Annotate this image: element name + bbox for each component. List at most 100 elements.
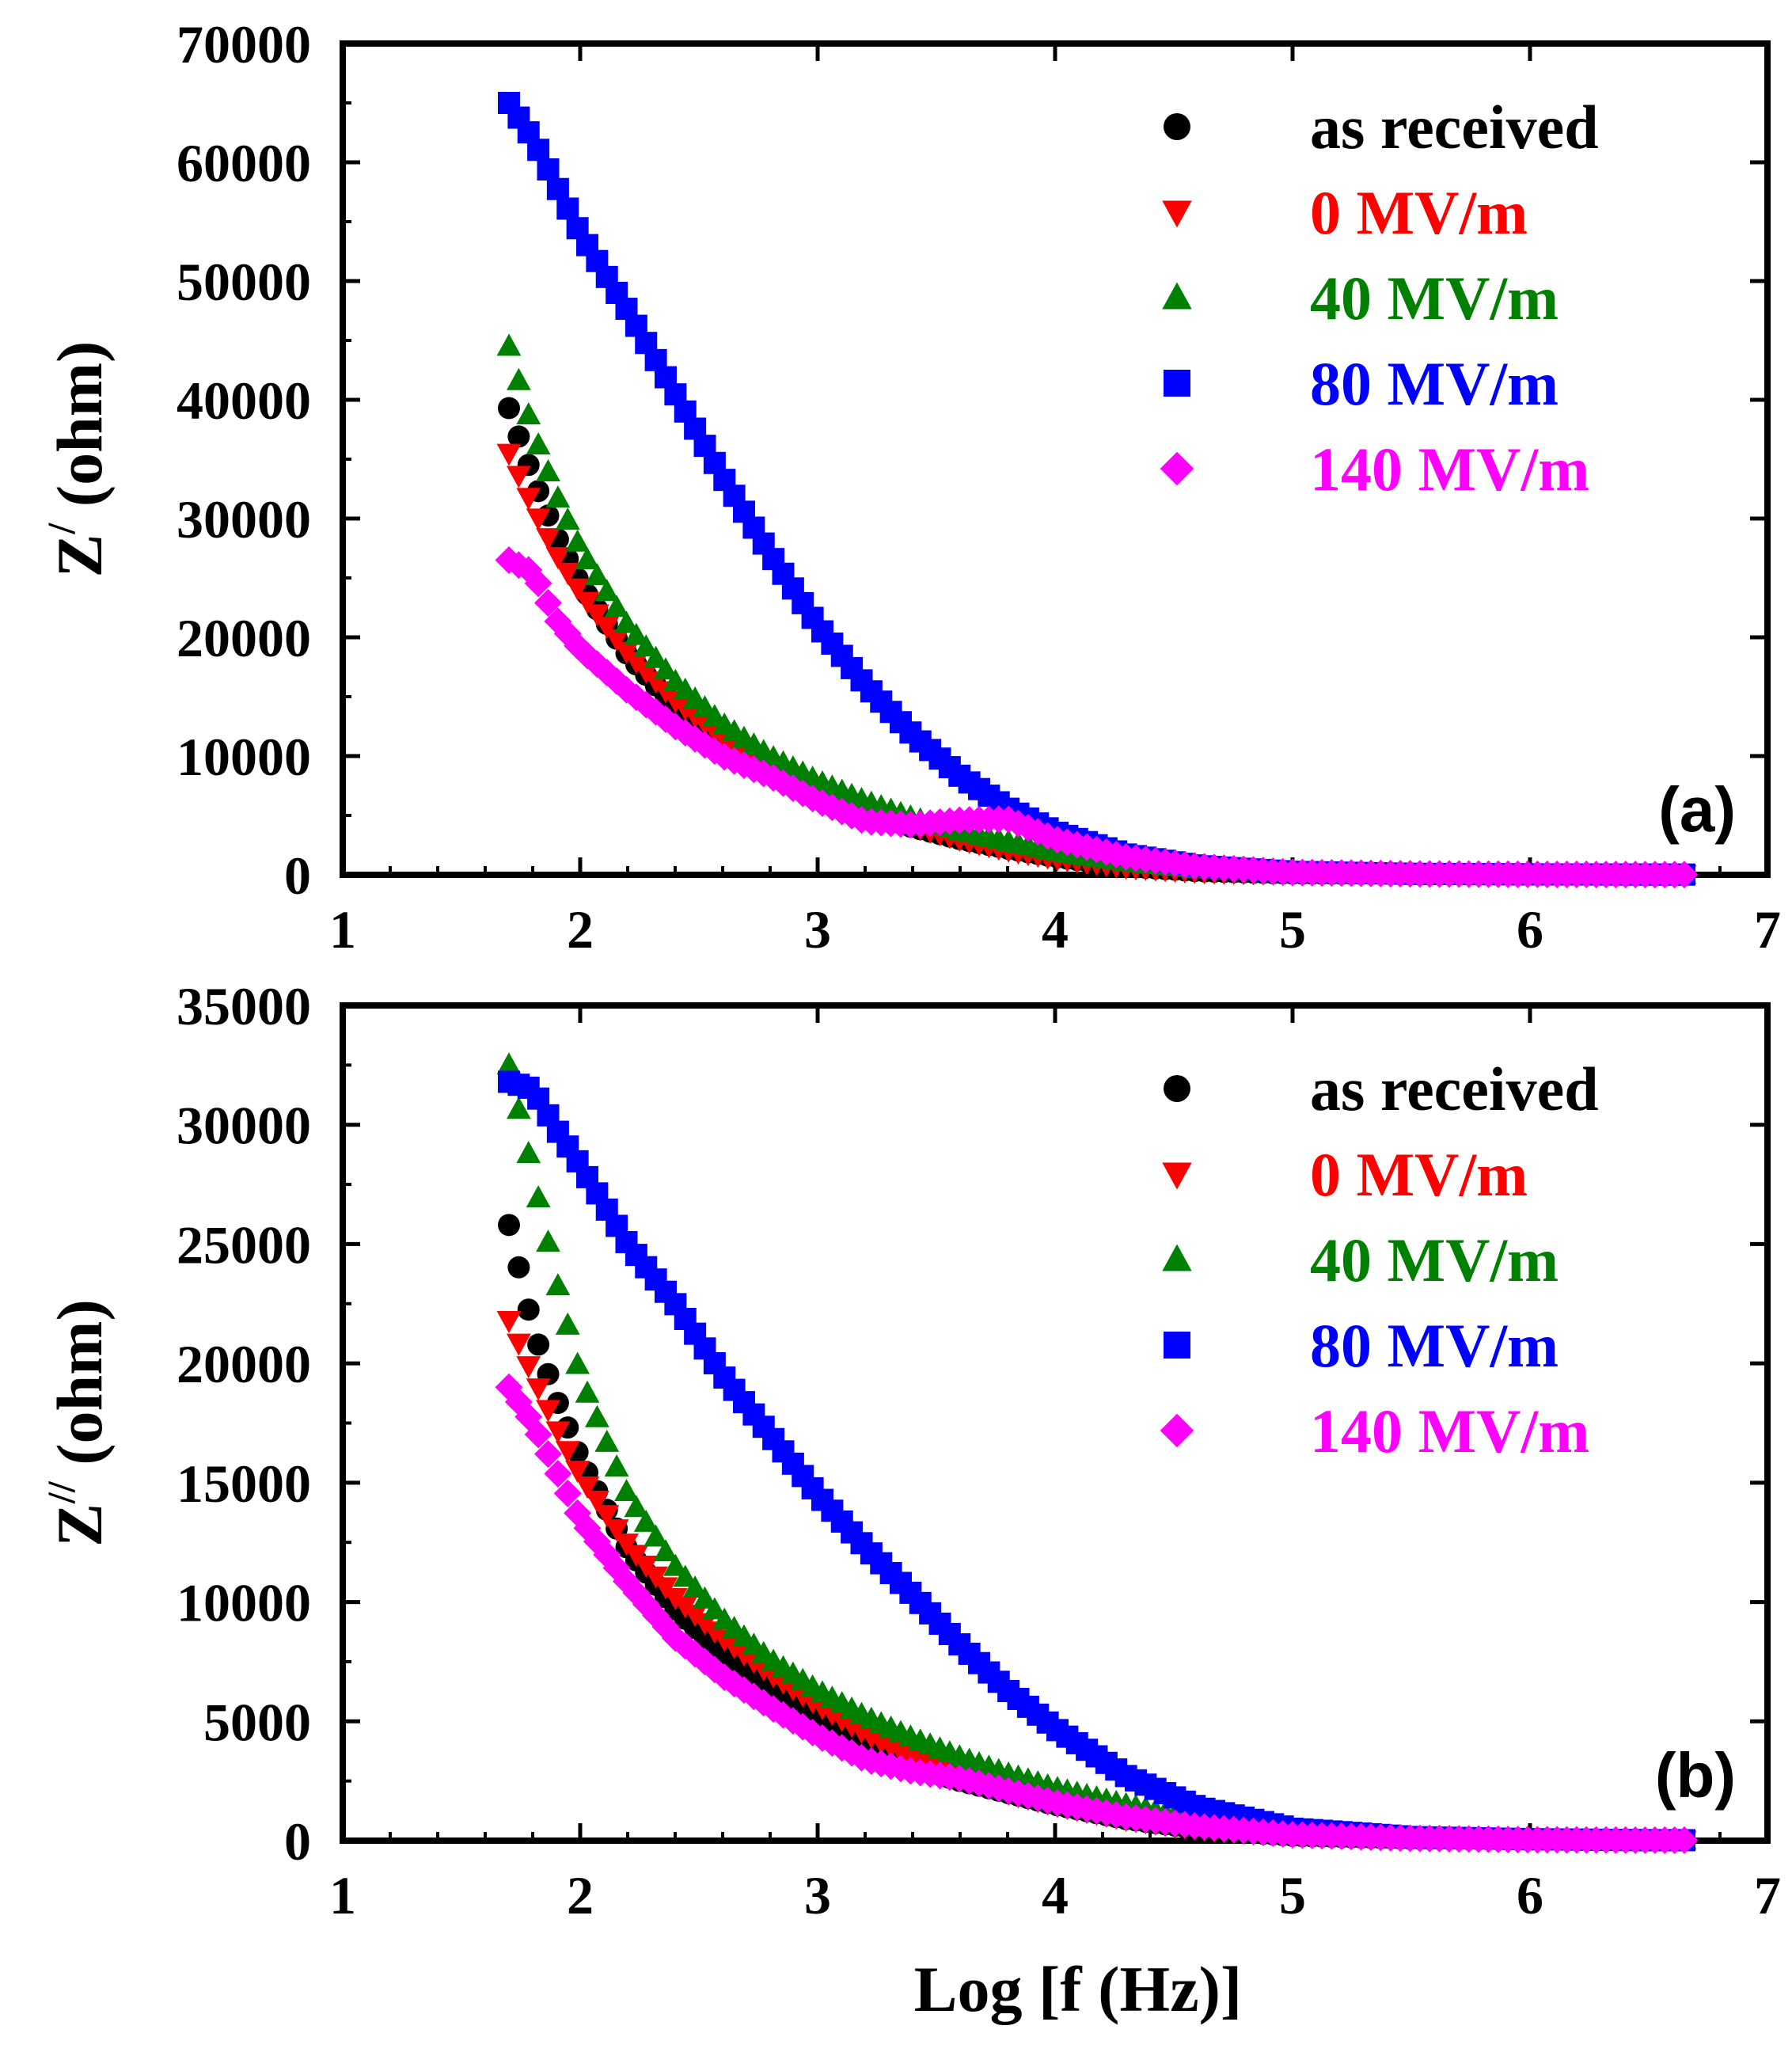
panel-b: 1 2 3 4 5 6 7 0 5000 10000 15000 20000 25000 30000 350… xyxy=(39,976,1781,1925)
legend-label: 0 MV/m xyxy=(1310,1140,1528,1209)
data-point xyxy=(565,578,590,601)
y-axis-title-unit: (ohm) xyxy=(44,1299,116,1481)
data-point xyxy=(506,367,531,390)
y-tick-label: 25000 xyxy=(177,1214,311,1275)
data-point xyxy=(555,507,580,530)
data-point xyxy=(653,1539,678,1562)
legend-item: 40 MV/m xyxy=(1162,1226,1559,1294)
data-point xyxy=(808,789,837,818)
data-point xyxy=(565,1461,590,1484)
data-point xyxy=(536,1400,560,1423)
x-axis-ticks: 1 2 3 4 5 6 7 xyxy=(329,1005,1781,1925)
series-140-mv-m xyxy=(495,546,1699,889)
x-tick-label: 3 xyxy=(804,899,831,960)
y-tick-label: 15000 xyxy=(177,1454,311,1514)
data-point xyxy=(633,634,659,657)
data-point xyxy=(553,1479,582,1507)
legend-marker xyxy=(1162,1162,1192,1190)
data-point xyxy=(594,617,620,640)
data-series xyxy=(495,92,1699,889)
legend-label: 40 MV/m xyxy=(1310,1226,1559,1294)
data-point xyxy=(496,1310,522,1333)
legend-item: 140 MV/m xyxy=(1160,435,1589,504)
data-point xyxy=(642,1602,670,1630)
data-point xyxy=(584,563,609,586)
y-tick-label: 30000 xyxy=(177,1096,311,1156)
data-point xyxy=(555,1312,580,1335)
data-point xyxy=(524,1420,552,1449)
data-point xyxy=(624,1495,649,1518)
x-axis-ticks: 1 2 3 4 5 6 7 xyxy=(329,44,1781,960)
y-tick-label: 60000 xyxy=(177,133,311,193)
data-point xyxy=(575,1380,600,1403)
data-point xyxy=(496,333,522,356)
data-point xyxy=(524,569,552,598)
y-tick-label: 0 xyxy=(284,1811,311,1872)
data-point xyxy=(526,1185,551,1208)
y-axis-title-superscript: / xyxy=(39,523,83,535)
data-point xyxy=(516,1141,541,1164)
legend-marker xyxy=(1164,370,1190,397)
legend-item: 80 MV/m xyxy=(1164,349,1559,418)
series-140-mv-m xyxy=(495,1373,1699,1854)
y-tick-label: 0 xyxy=(284,846,311,906)
data-point xyxy=(507,425,530,448)
data-point xyxy=(527,139,550,162)
legend-item: 80 MV/m xyxy=(1164,1311,1559,1380)
x-tick-label: 3 xyxy=(804,1865,831,1925)
data-point xyxy=(496,1052,522,1075)
x-tick-label: 7 xyxy=(1754,899,1781,960)
series-0-mv-m xyxy=(496,443,1697,887)
data-point xyxy=(1670,1826,1699,1854)
data-point xyxy=(516,402,541,425)
legend-item: 0 MV/m xyxy=(1162,1140,1528,1209)
y-tick-label: 70000 xyxy=(177,14,311,74)
data-point xyxy=(594,579,620,602)
data-point xyxy=(507,1256,530,1279)
legend-label: 80 MV/m xyxy=(1310,1311,1559,1380)
x-tick-label: 4 xyxy=(1042,899,1069,960)
data-point xyxy=(693,1586,717,1609)
data-point xyxy=(506,1096,531,1119)
data-point xyxy=(546,177,569,200)
x-tick-label: 2 xyxy=(567,899,594,960)
data-point xyxy=(555,1441,580,1464)
data-point xyxy=(545,1421,571,1444)
legend-label: as received xyxy=(1310,93,1599,162)
y-tick-label: 5000 xyxy=(203,1692,311,1752)
x-tick-label: 1 xyxy=(329,1865,356,1925)
data-point xyxy=(545,547,571,570)
panel-label: (a) xyxy=(1658,774,1736,845)
x-tick-label: 6 xyxy=(1517,899,1543,960)
data-point xyxy=(544,1460,572,1488)
data-series xyxy=(495,1052,1699,1854)
data-point xyxy=(526,508,551,531)
legend-label: 140 MV/m xyxy=(1310,1397,1589,1465)
legend-label: 80 MV/m xyxy=(1310,349,1559,418)
data-point xyxy=(604,629,629,652)
data-point xyxy=(604,1519,629,1542)
y-tick-label: 50000 xyxy=(177,252,311,312)
data-point xyxy=(644,645,669,668)
y-axis-ticks: 0 5000 10000 15000 20000 25000 30000 35000 xyxy=(177,976,1767,1872)
panel-label: (b) xyxy=(1655,1740,1736,1811)
legend-item: 40 MV/m xyxy=(1162,264,1559,333)
data-point xyxy=(555,562,580,585)
data-point xyxy=(584,604,609,627)
x-tick-label: 2 xyxy=(567,1865,594,1925)
y-axis-title: Z// (ohm) xyxy=(39,1299,116,1547)
y-tick-label: 10000 xyxy=(177,727,311,787)
data-point xyxy=(653,657,678,680)
data-point xyxy=(526,1378,551,1401)
data-point xyxy=(537,158,560,181)
y-tick-label: 10000 xyxy=(177,1573,311,1633)
x-tick-label: 5 xyxy=(1279,1865,1306,1925)
data-point xyxy=(506,1333,531,1356)
data-point xyxy=(527,1333,550,1356)
data-point xyxy=(516,488,541,511)
legend-marker xyxy=(1162,1244,1192,1271)
data-point xyxy=(565,529,590,552)
data-point xyxy=(663,1553,688,1576)
data-point xyxy=(534,1440,562,1469)
legend-item: 140 MV/m xyxy=(1160,1397,1589,1465)
